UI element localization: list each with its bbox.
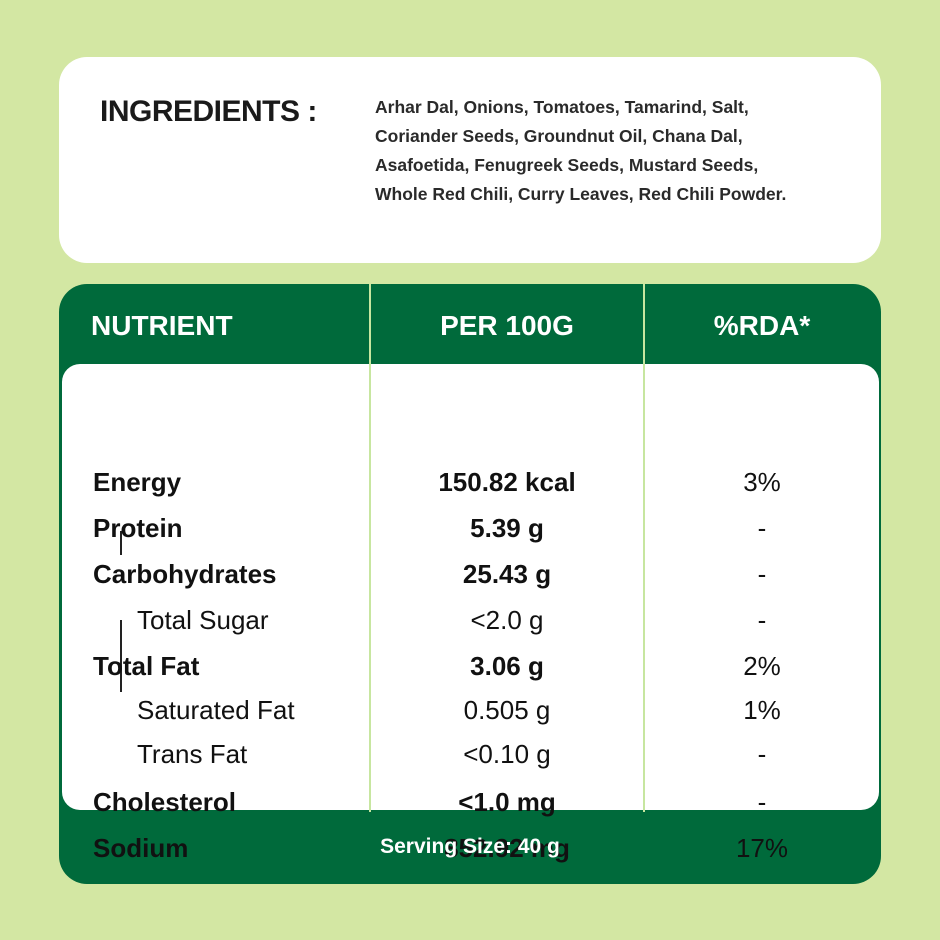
nutrient-rda: 17% xyxy=(735,833,789,863)
serving-size: Serving Size: 40 g xyxy=(380,835,560,858)
nutrient-name: Total Fat xyxy=(93,651,200,681)
ingredients-line: Arhar Dal, Onions, Tomatoes, Tamarind, S… xyxy=(375,97,749,117)
nutrient-rda: 1% xyxy=(743,695,781,725)
nutrient-amount: <2.0 g xyxy=(470,605,544,635)
table-row: Energy 150.82 kcal 3% xyxy=(62,462,879,502)
nutrient-name: Sodium xyxy=(93,833,189,863)
nutrient-name: Carbohydrates xyxy=(93,559,277,589)
nutrient-name: Total Sugar xyxy=(137,605,269,635)
nutrient-amount: 5.39 g xyxy=(470,513,544,543)
table-row: Protein 5.39 g - xyxy=(62,508,879,548)
ingredients-line: Asafoetida, Fenugreek Seeds, Mustard See… xyxy=(375,155,759,175)
sub-nutrient-bracket xyxy=(120,620,122,692)
table-row: Saturated Fat 0.505 g 1% xyxy=(62,690,879,730)
nutrient-rda: - xyxy=(757,559,767,589)
nutrient-rda: 3% xyxy=(743,467,781,497)
nutrient-name: Protein xyxy=(93,513,183,543)
nutrient-amount: 852.92 mg xyxy=(444,833,570,863)
nutrient-name: Saturated Fat xyxy=(137,695,295,725)
sub-nutrient-bracket xyxy=(120,531,122,555)
header-per-100g: PER 100G xyxy=(440,310,574,341)
nutrient-amount: <0.10 g xyxy=(463,739,551,769)
nutrient-name: Cholesterol xyxy=(93,787,237,817)
table-row: Carbohydrates 25.43 g - xyxy=(62,554,879,594)
nutrient-rda: - xyxy=(757,605,767,635)
table-row: Total Fat 3.06 g 2% xyxy=(62,646,879,686)
nutrient-amount: <1.0 mg xyxy=(458,787,556,817)
table-row: Sodium 852.92 mg 17% xyxy=(62,828,879,868)
nutrient-amount: 0.505 g xyxy=(463,695,551,725)
ingredients-title: INGREDIENTS : xyxy=(100,95,317,128)
ingredients-line: Coriander Seeds, Groundnut Oil, Chana Da… xyxy=(375,126,743,146)
table-row: Total Sugar <2.0 g - xyxy=(62,600,879,640)
header-rda: %RDA* xyxy=(713,310,811,341)
nutrient-amount: 25.43 g xyxy=(462,559,552,589)
nutrient-rda: - xyxy=(757,739,767,769)
ingredients-card: INGREDIENTS : Arhar Dal, Onions, Tomatoe… xyxy=(59,57,881,263)
nutrient-rda: 2% xyxy=(743,651,781,681)
ingredients-list: Arhar Dal, Onions, Tomatoes, Tamarind, S… xyxy=(375,93,855,209)
nutrient-rda: - xyxy=(757,787,767,817)
nutrient-name: Energy xyxy=(93,467,182,497)
column-divider xyxy=(369,284,371,812)
header-nutrient: NUTRIENT xyxy=(91,310,233,341)
table-row: Cholesterol <1.0 mg - xyxy=(62,782,879,822)
nutrient-amount: 150.82 kcal xyxy=(438,467,576,497)
nutrient-rda: - xyxy=(757,513,767,543)
nutrition-table: NUTRIENT PER 100G %RDA* Energy 150.82 kc… xyxy=(59,284,881,884)
table-row: Trans Fat <0.10 g - xyxy=(62,734,879,774)
nutrient-name: Trans Fat xyxy=(137,739,248,769)
nutrient-amount: 3.06 g xyxy=(470,651,544,681)
table-body: Energy 150.82 kcal 3% Protein 5.39 g - C… xyxy=(62,364,879,863)
ingredients-line: Whole Red Chili, Curry Leaves, Red Chili… xyxy=(375,184,787,204)
column-divider xyxy=(643,284,645,812)
